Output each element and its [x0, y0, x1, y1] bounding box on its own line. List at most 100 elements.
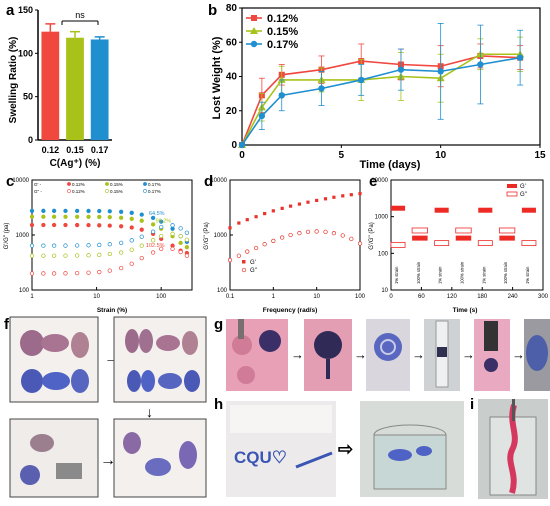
chart-c-point	[118, 250, 124, 255]
chart-e-xtick-label: 60	[418, 294, 425, 300]
chart-c-annotation: 102.5%	[146, 243, 165, 249]
chart-c-point	[170, 226, 175, 231]
chart-c-ytick-label: 1000	[16, 233, 30, 239]
chart-b-xtick-label: 15	[534, 150, 546, 161]
chart-e-strain-label: 1% strain	[438, 266, 443, 284]
chart-e-strain-label: 100% strain	[503, 261, 508, 284]
chart-c-point	[86, 270, 91, 275]
chart-c-point	[97, 269, 102, 275]
chart-d-legend-marker	[242, 260, 246, 264]
chart-c-point	[97, 242, 102, 248]
chart-d-point	[357, 241, 363, 246]
panel-f-photos: f → ↓ →	[4, 316, 207, 498]
chart-e-xtick-label: 120	[447, 294, 458, 300]
chart-e-ylabel: G'/G'' (Pa)	[369, 222, 375, 249]
chart-a-ytick-label: 100	[18, 48, 33, 58]
chart-c-point	[139, 218, 144, 223]
chart-c-legend-label: 0.17%	[148, 182, 161, 187]
chart-d-point	[228, 226, 232, 230]
chart-d-point	[349, 193, 353, 197]
chart-c-point	[51, 222, 57, 228]
chart-c-point	[150, 229, 156, 234]
chart-c-point	[150, 238, 156, 243]
panel-label-f: f	[4, 316, 10, 333]
chart-c-point	[129, 261, 134, 266]
chart-c-point	[170, 223, 175, 228]
chart-c-point	[184, 230, 190, 235]
chart-d-point	[314, 229, 319, 234]
panel-g: g → → → → →	[210, 315, 550, 395]
chart-c-point	[51, 271, 57, 276]
chart-e-gpp-segment	[498, 227, 516, 234]
chart-b-point	[318, 85, 325, 92]
photo-g-mold-fill	[226, 319, 288, 391]
chart-a-xtick-label: 0.17	[91, 145, 109, 155]
chart-e-gpp-segment	[455, 227, 472, 234]
chart-c-point	[150, 215, 156, 221]
chart-e-xtick-label: 180	[477, 294, 488, 300]
chart-c-xlabel: Strain (%)	[97, 307, 127, 314]
chart-c-point	[118, 240, 124, 245]
chart-d-ytick-label: 10000	[210, 178, 227, 184]
panel-i-photo: i	[470, 396, 548, 499]
chart-c-point	[63, 214, 68, 219]
chart-b-point	[516, 54, 524, 61]
chart-e: e G'/G'' (Pa) 10 100 1000 10000 0 60 120 180 240…	[369, 173, 549, 314]
chart-c-point	[178, 249, 183, 255]
chart-c-point	[178, 234, 183, 239]
chart-e-gp-segment	[499, 235, 515, 241]
cut-gel-red-left-shape	[125, 329, 139, 353]
writing-pen-shape	[295, 451, 333, 469]
chart-c-point	[63, 253, 68, 258]
chart-b-point	[277, 75, 286, 83]
chart-c-point	[74, 208, 80, 214]
chart-c-point	[41, 271, 46, 276]
chart-d-legend-label: G'	[250, 260, 256, 266]
chart-c-point	[129, 247, 134, 252]
chart-d-point	[323, 197, 328, 201]
chart-b-legend-marker	[251, 15, 257, 21]
chart-b-ytick-label: 60	[226, 37, 238, 48]
chart-c-xtick-label: 1	[30, 294, 34, 300]
chart-c-legend-marker	[143, 182, 147, 186]
chart-c-point	[139, 234, 144, 239]
chart-c-point	[97, 208, 102, 214]
chart-d-xtick-label: 10	[313, 294, 320, 300]
chart-c-point	[107, 242, 112, 247]
chart-e-strain-label: 100% strain	[459, 261, 464, 284]
panel-label-i: i	[470, 396, 474, 413]
chart-a-ytick-label: 0	[28, 135, 33, 145]
arrow-right-icon-g2: →	[354, 347, 367, 362]
panel-label-d: d	[204, 173, 213, 190]
chart-e-legend-gpp-label: G''	[520, 192, 527, 198]
chart-c-point	[63, 222, 68, 228]
chart-c-annotation: 64.5%	[149, 211, 165, 217]
chart-e-legend-gpp-marker	[506, 191, 518, 197]
chart-c-point	[86, 223, 91, 228]
chart-c-point	[159, 233, 164, 239]
chart-d-point	[288, 204, 293, 208]
panel-f: f → ↓ →	[0, 315, 210, 501]
healed-candy-shape	[145, 458, 171, 476]
chart-c-ytick-label: 10000	[12, 178, 29, 184]
chart-c-point	[41, 243, 46, 248]
chart-c-point	[29, 208, 35, 213]
chart-d-point	[340, 233, 345, 238]
chart-d-point	[237, 221, 241, 225]
panel-label-c: c	[6, 173, 14, 190]
chart-e-legend-gp-label: G'	[520, 184, 526, 190]
chart-d-point	[262, 242, 267, 247]
chart-c-legend-label: 0.15%	[110, 189, 123, 194]
chart-c-point	[118, 215, 124, 220]
chart-c-legend-label: G'' -	[34, 189, 42, 194]
chart-b-xtick-label: 0	[239, 150, 245, 161]
chart-d-xlabel: Frequency (rad/s)	[263, 307, 318, 314]
chart-d-point	[358, 192, 362, 196]
chart-d-point	[280, 235, 285, 240]
floating-gel-1-shape	[388, 449, 412, 461]
chart-b-legend-label: 0.12%	[267, 13, 298, 25]
chart-c-legend-marker	[143, 189, 147, 193]
chart-c-legend-marker	[105, 189, 109, 193]
chart-c-point	[86, 253, 91, 258]
chart-d-point	[331, 231, 337, 236]
